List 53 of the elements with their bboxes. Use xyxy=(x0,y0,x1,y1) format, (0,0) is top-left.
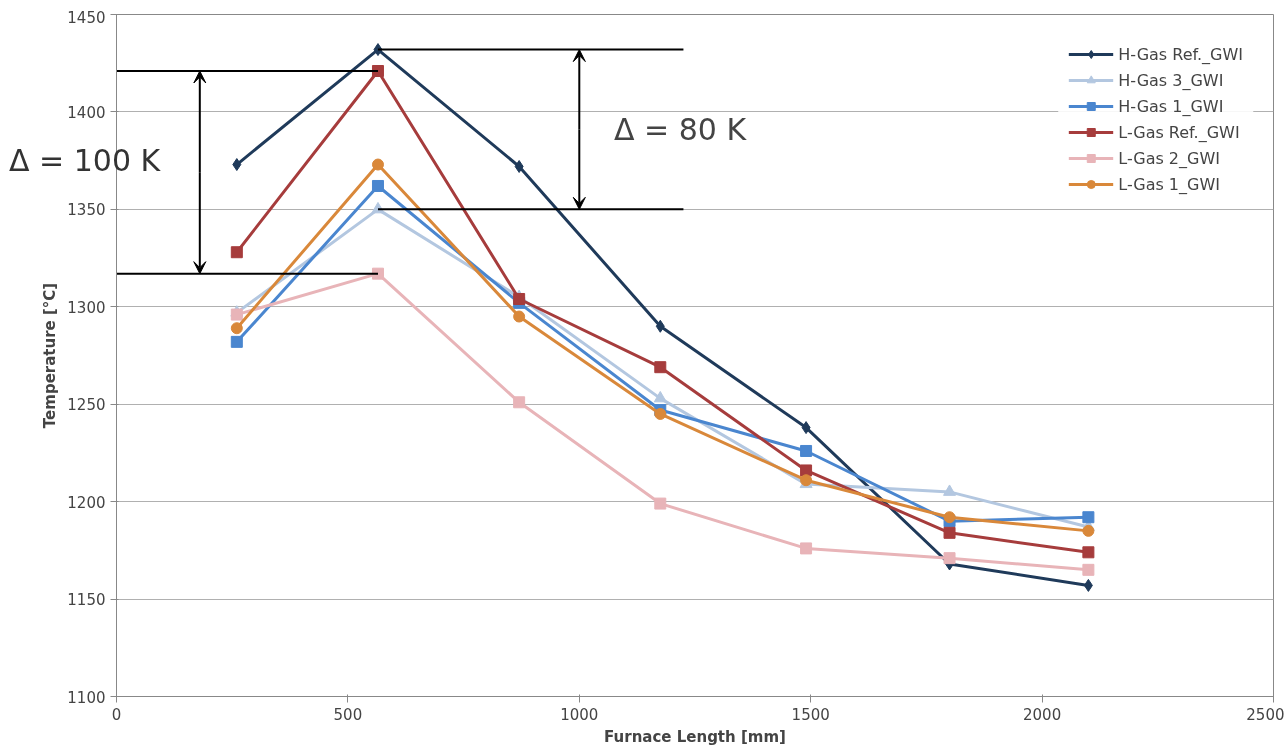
point xyxy=(230,322,243,335)
y-axis-title: Temperature [°C] xyxy=(41,282,60,429)
x-tick-label: 0 xyxy=(111,705,122,724)
y-tick-label: 1300 xyxy=(67,298,106,317)
x-tick-label: 2000 xyxy=(1023,705,1062,724)
point xyxy=(371,158,384,171)
legend-label: L-Gas 2_GWI xyxy=(1118,148,1220,168)
point xyxy=(230,308,243,321)
point xyxy=(513,292,526,305)
x-tick-label: 1500 xyxy=(791,705,830,724)
legend-label: H-Gas 3_GWI xyxy=(1118,70,1224,90)
y-tick-label: 1100 xyxy=(67,688,106,707)
point xyxy=(800,542,813,555)
point xyxy=(653,390,667,403)
legend-label: H-Gas 1_GWI xyxy=(1118,96,1224,116)
legend-label: H-Gas Ref._GWI xyxy=(1118,44,1243,64)
point xyxy=(230,335,243,348)
point xyxy=(655,319,665,333)
legend-label: L-Gas 1_GWI xyxy=(1118,174,1220,194)
point xyxy=(800,464,813,477)
point xyxy=(1082,563,1095,576)
point xyxy=(943,526,956,539)
legend-label: L-Gas Ref._GWI xyxy=(1118,122,1240,142)
y-tick-label: 1450 xyxy=(67,8,106,27)
y-tick-label: 1200 xyxy=(67,493,106,512)
point xyxy=(1083,578,1093,592)
point xyxy=(1082,546,1095,559)
x-tick-label: 500 xyxy=(333,705,363,724)
point xyxy=(371,179,384,192)
point xyxy=(800,444,813,457)
x-tick-label: 2500 xyxy=(1246,705,1284,724)
point xyxy=(654,497,667,510)
y-tick-label: 1400 xyxy=(67,103,106,122)
y-tick-label: 1350 xyxy=(67,201,106,220)
point xyxy=(1082,511,1095,524)
x-tick-label: 1000 xyxy=(560,705,599,724)
point xyxy=(654,361,667,374)
point xyxy=(1082,524,1095,537)
point xyxy=(943,484,957,496)
y-tick-label: 1250 xyxy=(67,396,106,415)
point xyxy=(514,159,524,173)
point xyxy=(513,310,526,323)
point xyxy=(801,421,811,435)
x-axis-title: Furnace Length [mm] xyxy=(604,727,786,746)
annotation: Δ = 80 K xyxy=(614,111,748,147)
point xyxy=(943,511,956,524)
point xyxy=(230,246,243,259)
point xyxy=(371,267,384,280)
point xyxy=(513,396,526,409)
point xyxy=(943,552,956,565)
y-tick-label: 1150 xyxy=(67,591,106,610)
point xyxy=(371,65,384,78)
point xyxy=(232,158,242,172)
